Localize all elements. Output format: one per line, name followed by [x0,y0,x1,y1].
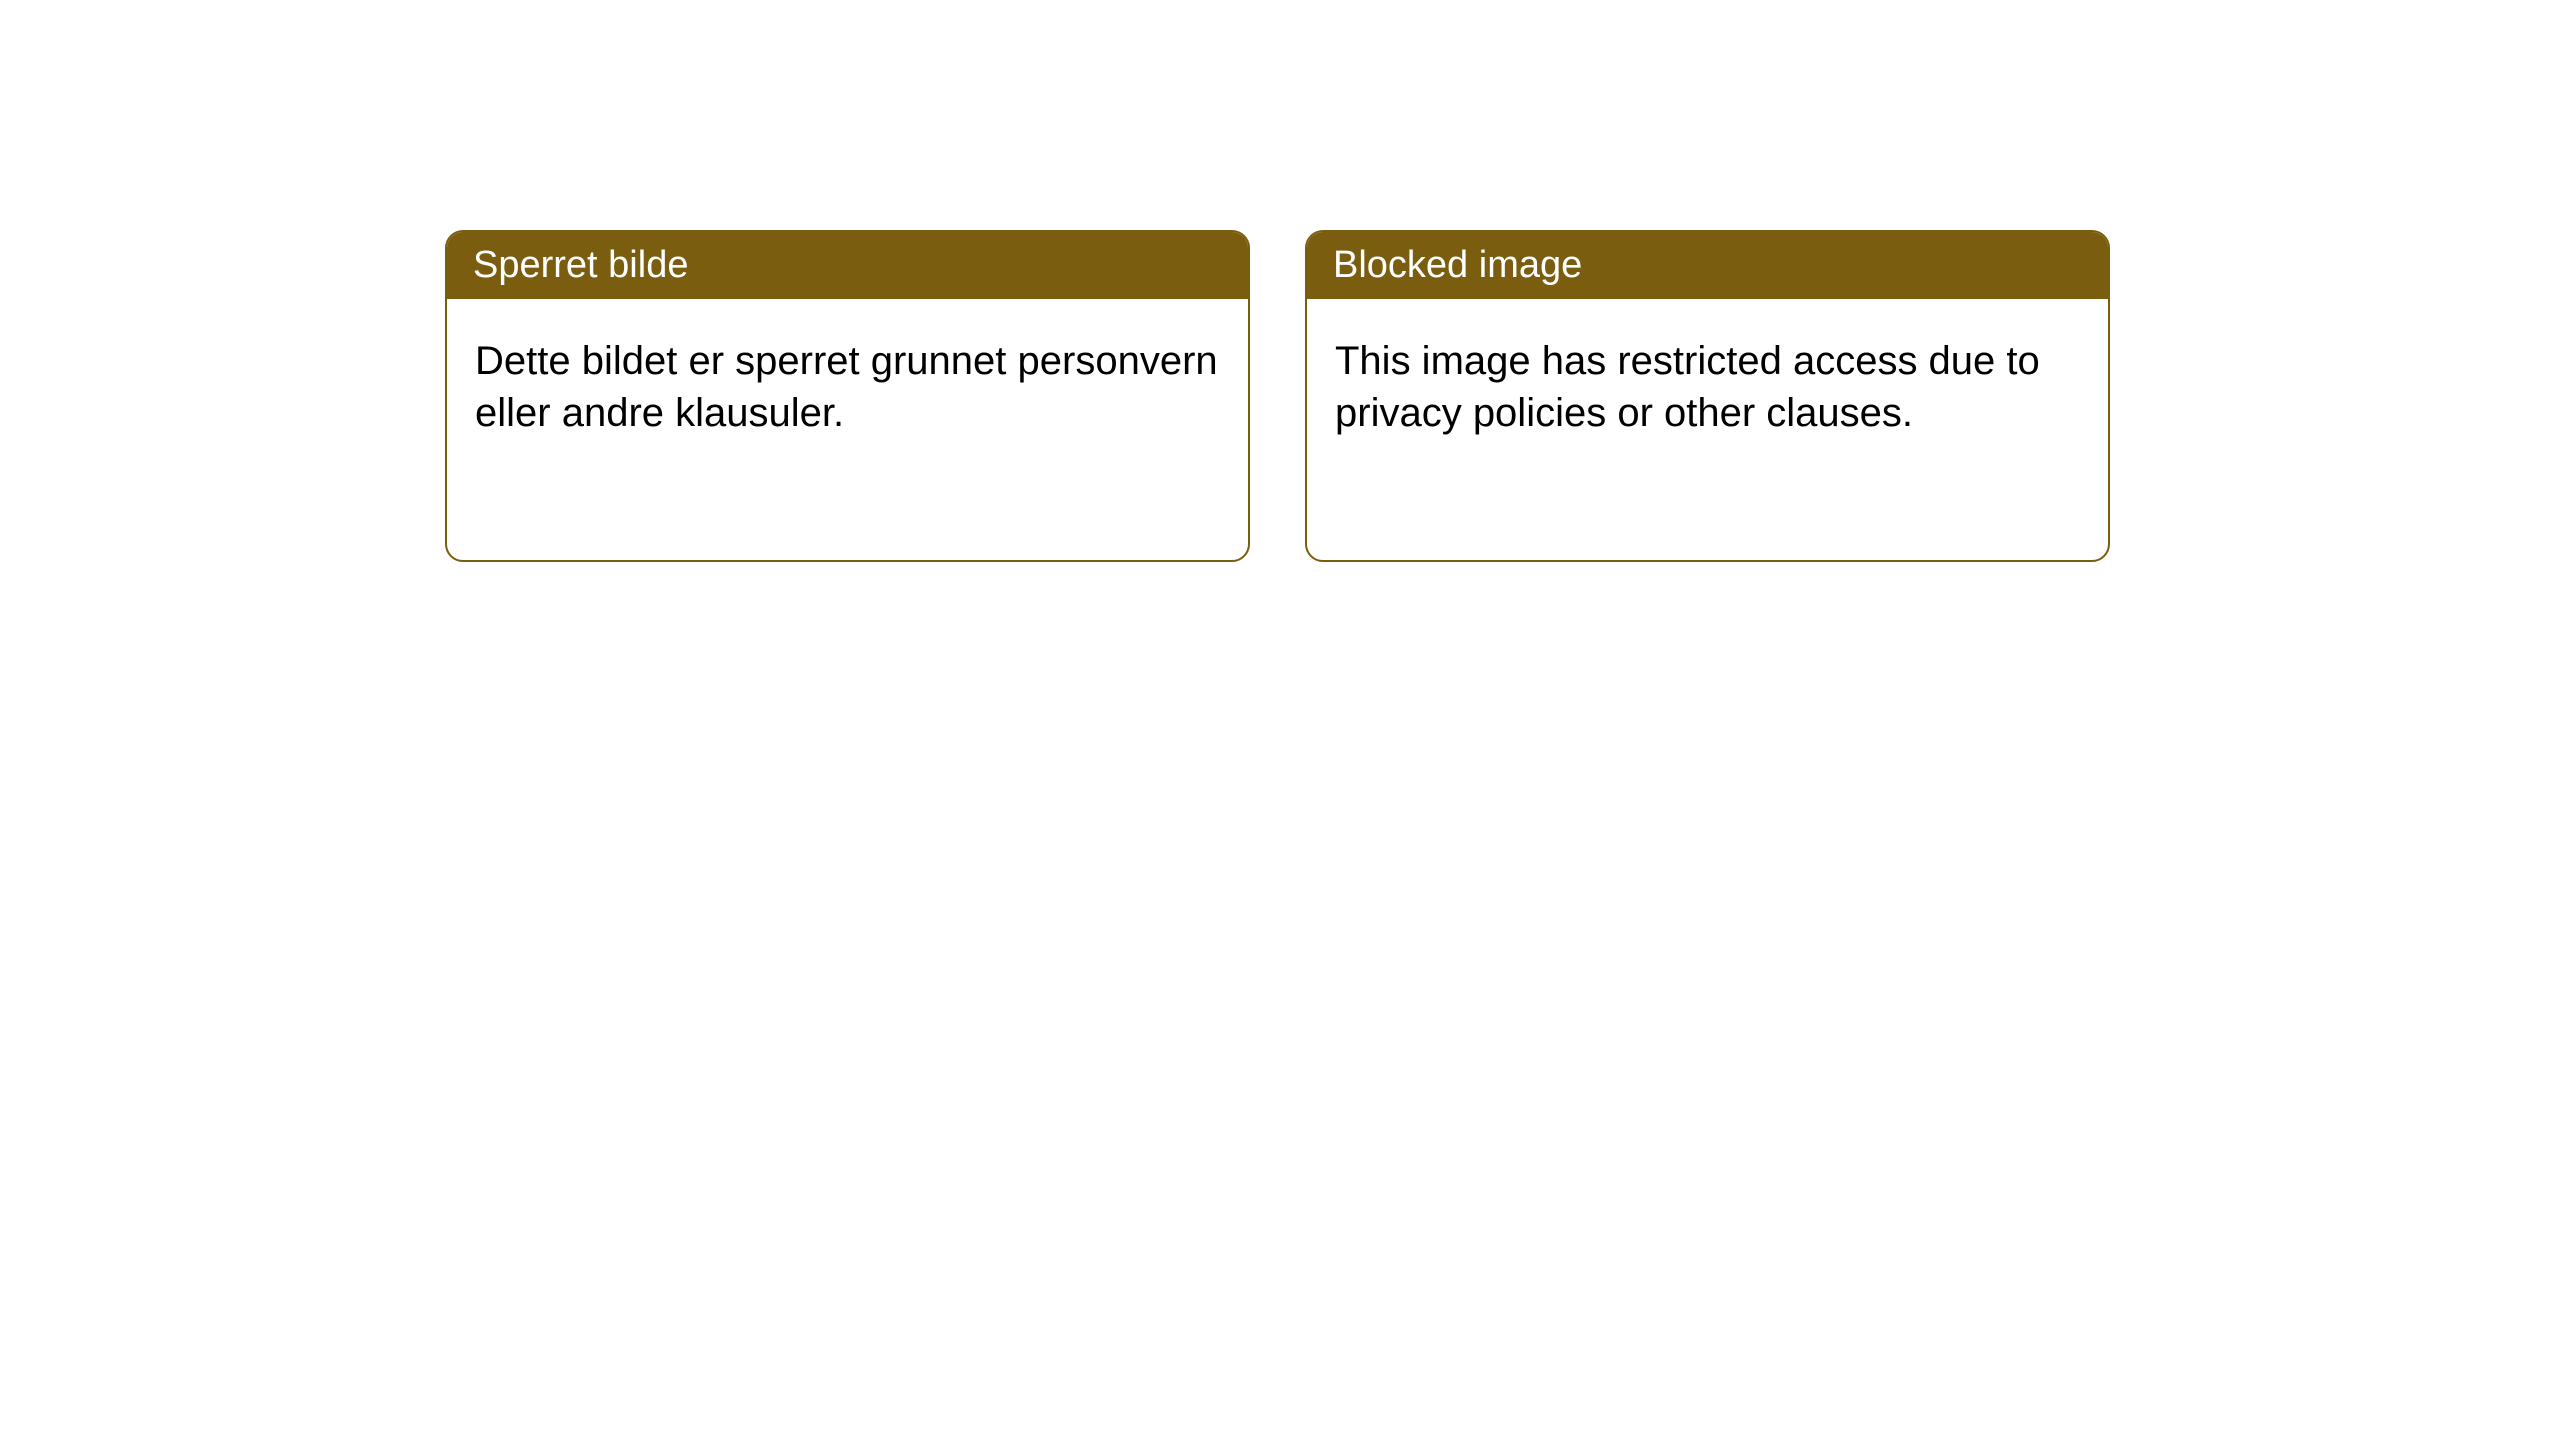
notice-body: Dette bildet er sperret grunnet personve… [447,299,1248,475]
notice-header: Sperret bilde [447,232,1248,299]
notice-body: This image has restricted access due to … [1307,299,2108,475]
notice-box-english: Blocked image This image has restricted … [1305,230,2110,562]
notice-header: Blocked image [1307,232,2108,299]
notice-container: Sperret bilde Dette bildet er sperret gr… [0,0,2560,562]
notice-box-norwegian: Sperret bilde Dette bildet er sperret gr… [445,230,1250,562]
